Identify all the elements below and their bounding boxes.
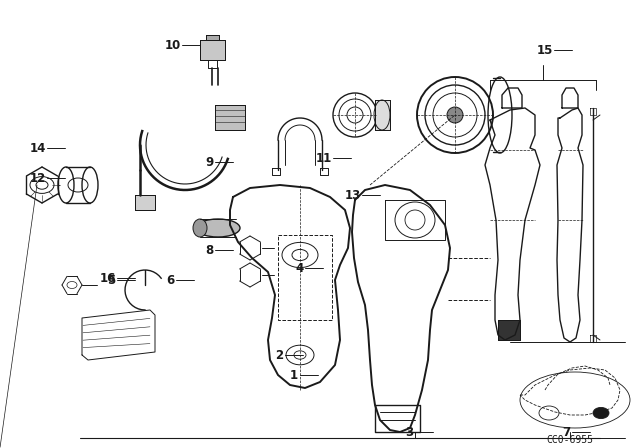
Text: 1: 1	[290, 369, 298, 382]
Ellipse shape	[193, 219, 207, 237]
Text: 12: 12	[30, 172, 46, 185]
Text: 7: 7	[562, 426, 570, 439]
Text: 3: 3	[405, 426, 413, 439]
Text: 14: 14	[30, 142, 46, 155]
Text: 13: 13	[345, 189, 361, 202]
Polygon shape	[375, 100, 390, 130]
Text: 16: 16	[100, 271, 116, 284]
Polygon shape	[215, 105, 245, 130]
Ellipse shape	[196, 219, 240, 237]
Text: 9: 9	[205, 155, 213, 168]
Polygon shape	[206, 35, 219, 40]
Text: 11: 11	[316, 151, 332, 164]
Polygon shape	[200, 40, 225, 60]
Circle shape	[593, 407, 609, 418]
Text: 6: 6	[166, 273, 174, 287]
Text: 2: 2	[275, 349, 283, 362]
Text: 5: 5	[107, 273, 115, 287]
Ellipse shape	[447, 107, 463, 123]
Polygon shape	[135, 195, 155, 210]
Polygon shape	[498, 320, 520, 340]
Text: 8: 8	[205, 244, 213, 257]
Text: 4: 4	[295, 262, 303, 275]
Ellipse shape	[333, 93, 377, 137]
Text: 15: 15	[537, 43, 554, 56]
Text: 10: 10	[165, 39, 181, 52]
Text: CC0-6955: CC0-6955	[547, 435, 593, 445]
